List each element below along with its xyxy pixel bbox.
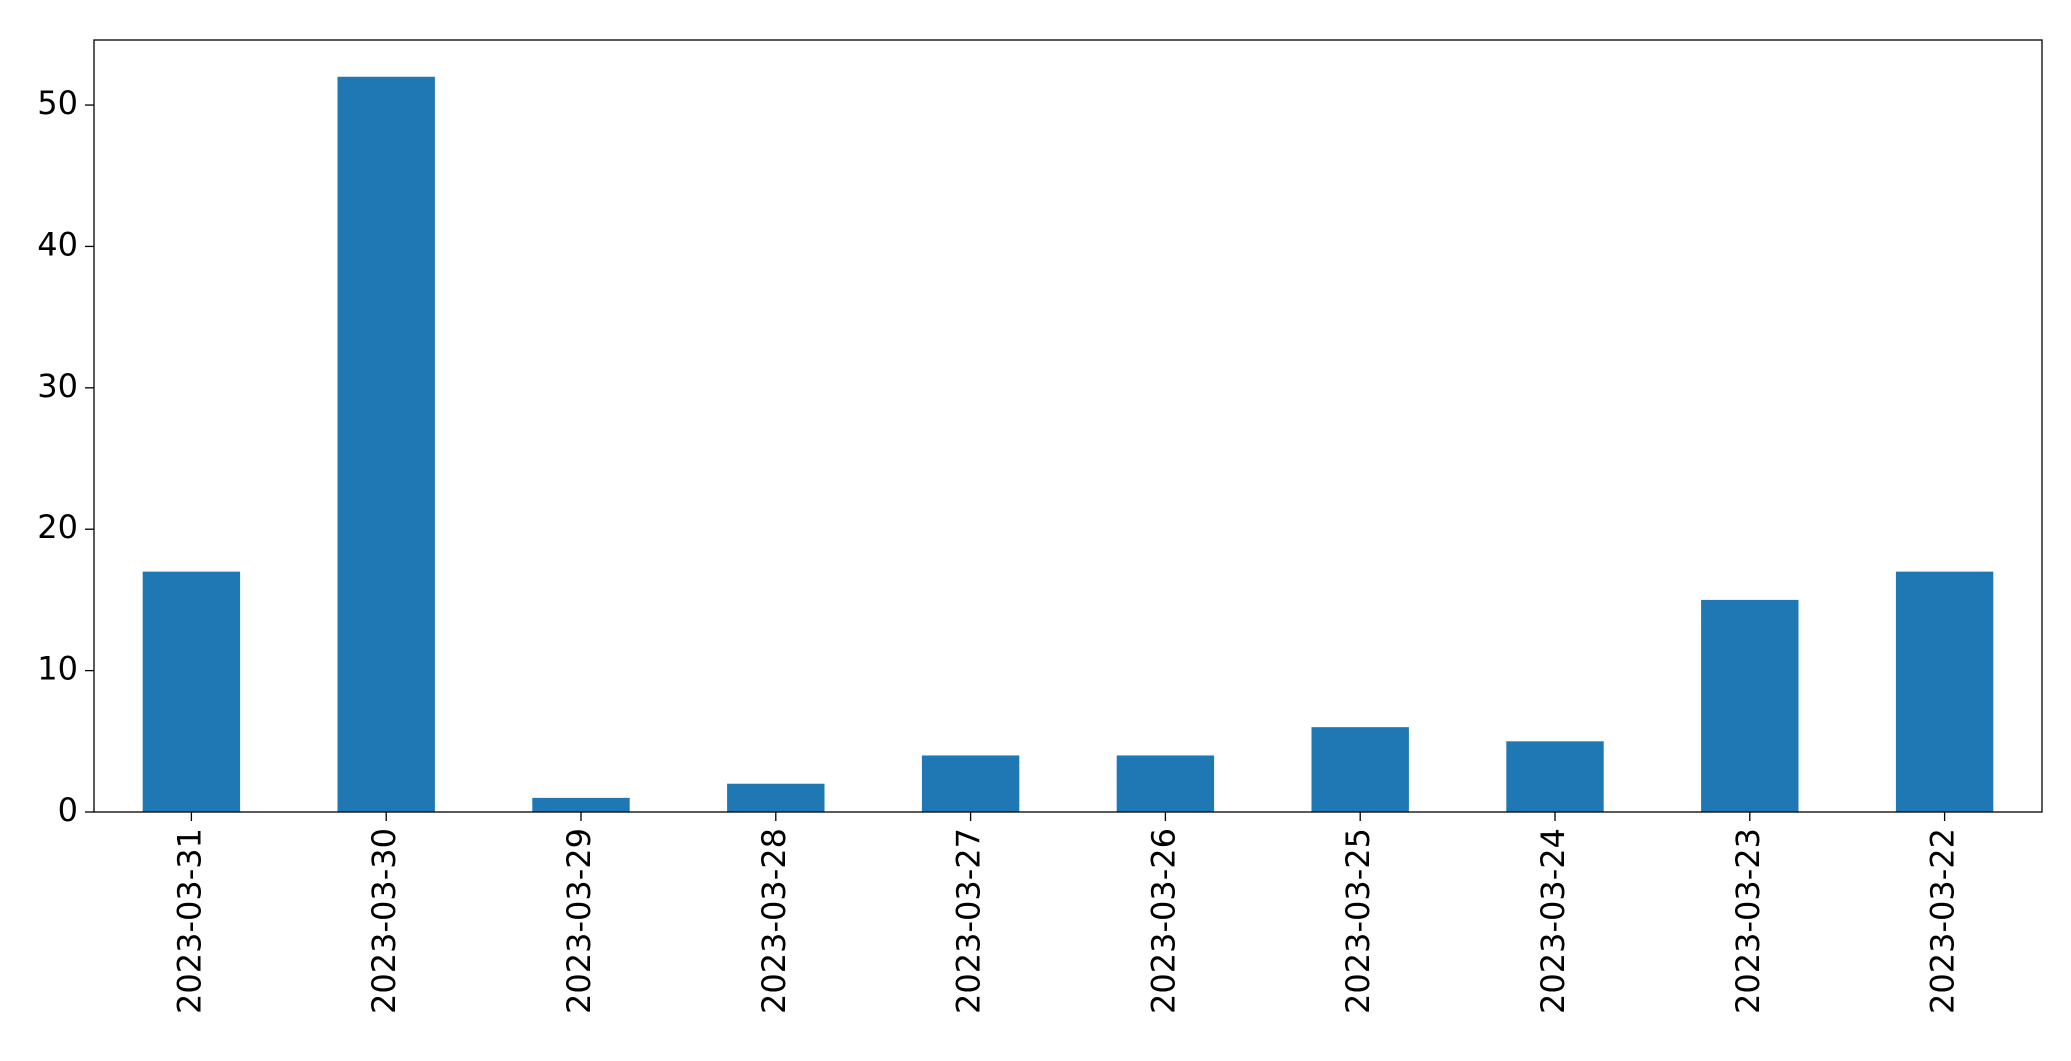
y-tick-label: 0	[58, 791, 78, 829]
x-tick-label: 2023-03-26	[1144, 828, 1182, 1014]
bar	[1895, 571, 1994, 812]
plot-frame	[93, 39, 2043, 813]
x-tick-label: 2023-03-27	[950, 828, 988, 1014]
y-tick-label: 50	[37, 84, 78, 122]
bar	[921, 755, 1020, 812]
x-tick-label: 2023-03-31	[170, 828, 208, 1014]
y-tick-label: 30	[37, 367, 78, 405]
y-tick-label: 20	[37, 508, 78, 546]
bar	[1701, 599, 1799, 812]
bar	[727, 783, 825, 812]
bar	[1506, 741, 1604, 812]
x-tick-label: 2023-03-22	[1924, 828, 1962, 1014]
y-tick-label: 10	[37, 650, 78, 688]
x-tick-label: 2023-03-28	[755, 828, 793, 1014]
x-tick-label: 2023-03-23	[1729, 828, 1767, 1014]
x-tick-label: 2023-03-25	[1339, 828, 1377, 1014]
bar	[142, 571, 241, 812]
bar	[337, 76, 435, 812]
y-tick-label: 40	[37, 225, 78, 263]
x-tick-label: 2023-03-24	[1534, 828, 1572, 1014]
bar	[1116, 755, 1215, 812]
bar	[532, 797, 630, 812]
bar	[1311, 727, 1409, 812]
x-tick-label: 2023-03-29	[560, 828, 598, 1014]
x-tick-label: 2023-03-30	[365, 828, 403, 1014]
